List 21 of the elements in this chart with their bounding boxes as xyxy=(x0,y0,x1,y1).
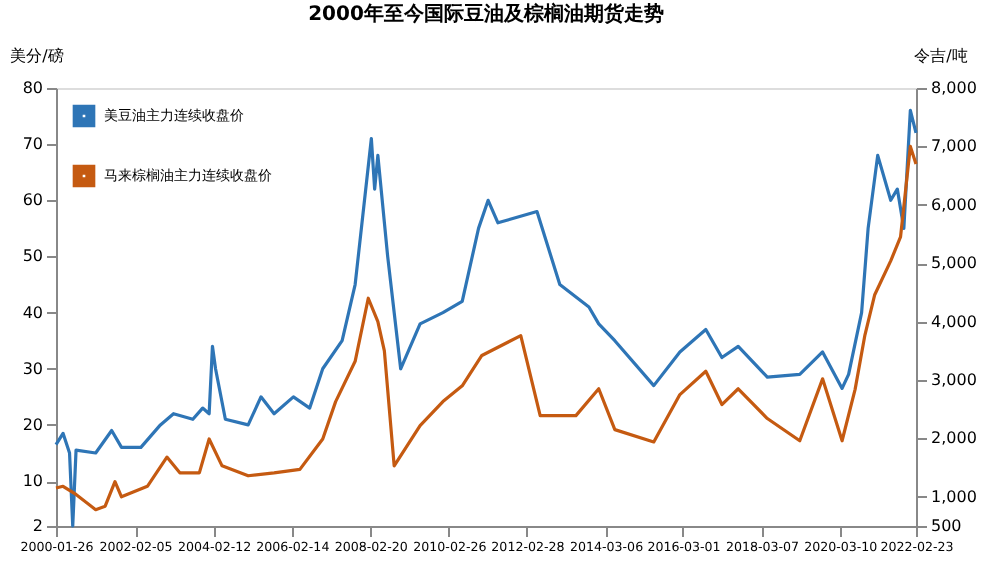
y2-tick-label: 5,000 xyxy=(931,254,977,273)
y-axis-title: 美分/磅 xyxy=(10,47,64,65)
y-tick-label: 60 xyxy=(22,191,43,210)
y-tick-label: 2 xyxy=(32,517,43,535)
y2-tick-label: 2,000 xyxy=(931,429,977,448)
y2-tick-label: 3,000 xyxy=(931,371,977,389)
y-tick-label: 80 xyxy=(22,79,43,97)
y2-tick-label: 6,000 xyxy=(931,195,977,214)
y2-tick-label: 500 xyxy=(931,517,962,535)
y-tick-label: 70 xyxy=(22,135,43,154)
y2-tick-label: 8,000 xyxy=(931,79,977,97)
y2-axis-title: 令吉/吨 xyxy=(914,47,968,65)
y-tick-label: 50 xyxy=(22,247,43,266)
chart-title: 2000年至今国际豆油及棕榈油期货走势 xyxy=(308,2,664,26)
y-tick-label: 30 xyxy=(22,359,43,378)
y2-tick-label: 1,000 xyxy=(931,487,977,506)
y-tick-label: 10 xyxy=(22,472,43,491)
y-tick-label: 40 xyxy=(22,303,43,322)
y2-tick-label: 4,000 xyxy=(931,312,977,331)
y-tick-label: 20 xyxy=(22,415,43,434)
y2-tick-label: 7,000 xyxy=(931,137,977,156)
